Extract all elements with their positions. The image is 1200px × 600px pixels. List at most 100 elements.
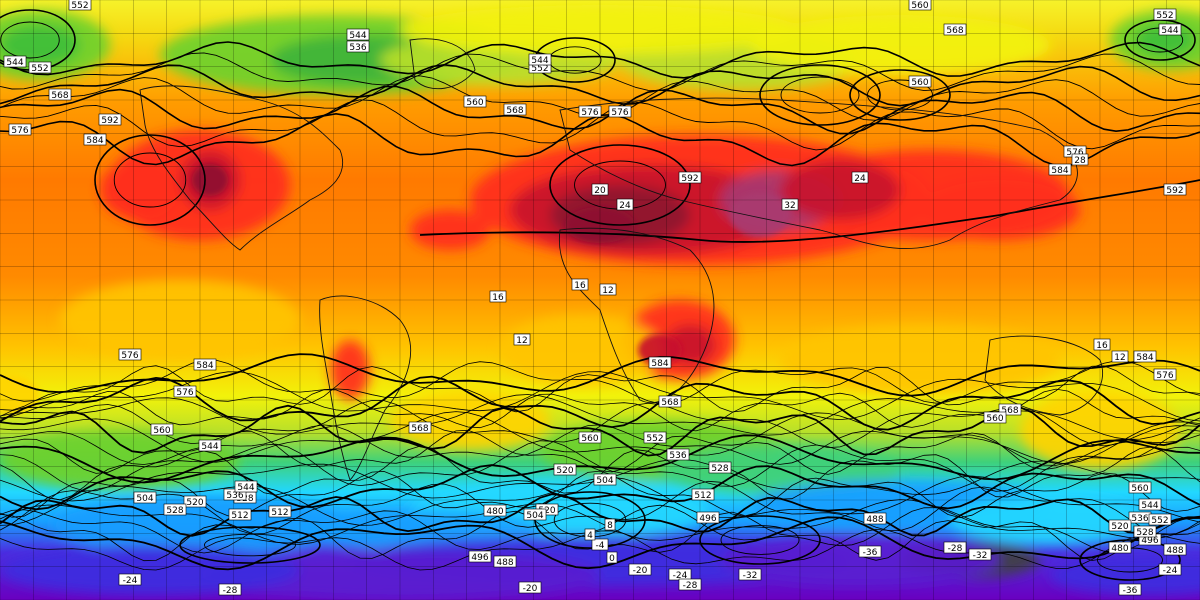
contour-label-text: -36 xyxy=(863,548,878,558)
contour-label: 496 xyxy=(468,550,492,563)
contour-label: 584 xyxy=(1048,163,1072,176)
contour-label: 520 xyxy=(553,463,577,476)
contour-label: 544 xyxy=(1138,498,1162,511)
contour-label: 544 xyxy=(346,28,370,41)
contour-label: 488 xyxy=(863,512,887,525)
contour-label-text: 520 xyxy=(1111,522,1128,532)
contour-label-text: 576 xyxy=(581,108,598,118)
contour-label-text: 568 xyxy=(51,91,68,101)
contour-label: 552 xyxy=(28,61,52,74)
contour-label-text: 488 xyxy=(1166,546,1183,556)
contour-label-text: 16 xyxy=(492,293,504,303)
contour-label-text: -28 xyxy=(948,544,963,554)
contour-label-text: 488 xyxy=(496,558,513,568)
contour-label-text: 552 xyxy=(1156,11,1173,21)
contour-label-text: -20 xyxy=(523,584,538,594)
contour-label-text: 552 xyxy=(31,64,48,74)
contour-label: 4 xyxy=(584,528,596,541)
contour-label: 12 xyxy=(513,333,531,346)
contour-label: 576 xyxy=(1153,368,1177,381)
contour-label: 576 xyxy=(8,123,32,136)
contour-label: 552 xyxy=(68,0,92,11)
contour-label-text: 520 xyxy=(186,498,203,508)
contour-label: 576 xyxy=(578,105,602,118)
contour-label-text: 552 xyxy=(1151,516,1168,526)
contour-label: 12 xyxy=(1111,350,1129,363)
contour-label: 584 xyxy=(83,133,107,146)
contour-label: -20 xyxy=(518,581,542,594)
contour-label: 568 xyxy=(48,88,72,101)
contour-label: 480 xyxy=(1108,541,1132,554)
contour-label: 576 xyxy=(173,385,197,398)
contour-label-text: 12 xyxy=(516,336,527,346)
contour-label: 544 xyxy=(234,480,258,493)
contour-label: 528 xyxy=(163,503,187,516)
contour-label: 560 xyxy=(578,431,602,444)
contour-label: 560 xyxy=(1128,481,1152,494)
contour-label-text: 560 xyxy=(466,98,483,108)
contour-label: 568 xyxy=(503,103,527,116)
contour-label-text: 544 xyxy=(1141,501,1158,511)
contour-label-text: 584 xyxy=(1051,166,1068,176)
contour-label-text: 560 xyxy=(911,1,928,11)
contour-label-text: 20 xyxy=(594,186,606,196)
contour-label-text: 592 xyxy=(101,116,118,126)
contour-label: -28 xyxy=(678,578,702,591)
contour-label-text: 24 xyxy=(854,174,866,184)
contour-label-text: 16 xyxy=(1096,341,1108,351)
contour-label: 496 xyxy=(696,511,720,524)
contour-label: 552 xyxy=(643,431,667,444)
contour-label-text: 8 xyxy=(607,521,613,531)
contour-label: -28 xyxy=(943,541,967,554)
contour-label-text: 12 xyxy=(1114,353,1125,363)
contour-label: -32 xyxy=(968,548,992,561)
contour-label-text: -24 xyxy=(1163,566,1178,576)
contour-label: 552 xyxy=(1148,513,1172,526)
contour-label-text: 480 xyxy=(1111,544,1128,554)
contour-label-text: 4 xyxy=(587,531,593,541)
contour-label: 568 xyxy=(998,403,1022,416)
contour-label-text: -28 xyxy=(223,586,238,596)
contour-label-text: 488 xyxy=(866,515,883,525)
contour-label: 32 xyxy=(781,198,799,211)
contour-label-text: 512 xyxy=(231,511,248,521)
contour-label-text: 504 xyxy=(526,511,543,521)
contour-label: 512 xyxy=(268,505,292,518)
contour-label-text: -24 xyxy=(123,576,138,586)
contour-label-text: 568 xyxy=(1001,406,1018,416)
contour-label-text: 16 xyxy=(574,281,586,291)
contour-label-text: 568 xyxy=(506,106,523,116)
contour-label: 576 xyxy=(608,105,632,118)
contour-label-text: 32 xyxy=(784,201,795,211)
contour-label: 544 xyxy=(528,53,552,66)
contour-label-text: 560 xyxy=(1131,484,1148,494)
contour-label: 560 xyxy=(463,95,487,108)
contour-label: -32 xyxy=(738,568,762,581)
contour-label-text: 496 xyxy=(699,514,716,524)
contour-label-text: 576 xyxy=(121,351,138,361)
contour-label: -24 xyxy=(118,573,142,586)
contour-label: 544 xyxy=(1158,23,1182,36)
contour-label: 0 xyxy=(606,551,618,564)
temperature-blobs xyxy=(0,5,1200,600)
contour-label-text: 544 xyxy=(1161,26,1178,36)
contour-label-text: 536 xyxy=(226,491,243,501)
contour-label-text: 512 xyxy=(271,508,288,518)
contour-label-text: 504 xyxy=(136,494,153,504)
contour-label: 512 xyxy=(691,488,715,501)
contour-label-text: 544 xyxy=(531,56,548,66)
contour-label: 504 xyxy=(593,473,617,486)
contour-labels: 5525445525685765845925365445605685525445… xyxy=(3,0,1187,596)
contour-label: 488 xyxy=(493,555,517,568)
contour-label-text: 576 xyxy=(611,108,628,118)
contour-label: 560 xyxy=(908,0,932,11)
contour-label-text: 584 xyxy=(1136,353,1153,363)
contour-label: 520 xyxy=(1108,519,1132,532)
contour-label-text: -20 xyxy=(633,566,648,576)
contour-label-text: 552 xyxy=(531,64,548,74)
contour-label: -36 xyxy=(1118,583,1142,596)
contour-label-text: 0 xyxy=(609,554,615,564)
contour-label: 592 xyxy=(678,171,702,184)
contour-label-text: 560 xyxy=(911,78,928,88)
